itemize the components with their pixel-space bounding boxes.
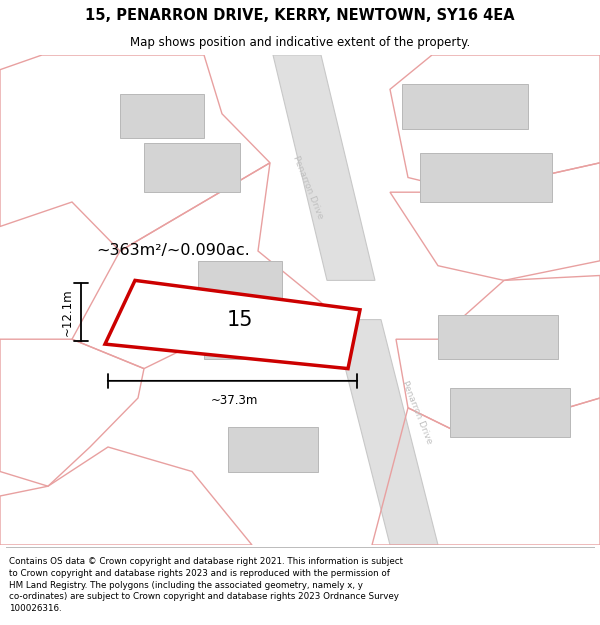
Text: ~12.1m: ~12.1m	[61, 289, 74, 336]
Polygon shape	[228, 428, 318, 471]
Text: Map shows position and indicative extent of the property.: Map shows position and indicative extent…	[130, 36, 470, 49]
Polygon shape	[438, 315, 558, 359]
Polygon shape	[450, 388, 570, 438]
Text: Penarron Drive: Penarron Drive	[291, 154, 325, 220]
Polygon shape	[144, 143, 240, 192]
Text: Penarron Drive: Penarron Drive	[400, 380, 434, 446]
Polygon shape	[204, 324, 300, 359]
Polygon shape	[333, 319, 438, 545]
Text: 15, PENARRON DRIVE, KERRY, NEWTOWN, SY16 4EA: 15, PENARRON DRIVE, KERRY, NEWTOWN, SY16…	[85, 8, 515, 23]
Polygon shape	[420, 153, 552, 202]
Text: ~37.3m: ~37.3m	[211, 394, 257, 407]
Text: 15: 15	[227, 309, 253, 329]
Polygon shape	[198, 261, 282, 300]
Polygon shape	[273, 55, 375, 281]
Polygon shape	[120, 94, 204, 138]
Text: ~363m²/~0.090ac.: ~363m²/~0.090ac.	[96, 244, 250, 259]
Polygon shape	[105, 281, 360, 369]
Polygon shape	[402, 84, 528, 129]
Text: Contains OS data © Crown copyright and database right 2021. This information is : Contains OS data © Crown copyright and d…	[9, 557, 403, 613]
